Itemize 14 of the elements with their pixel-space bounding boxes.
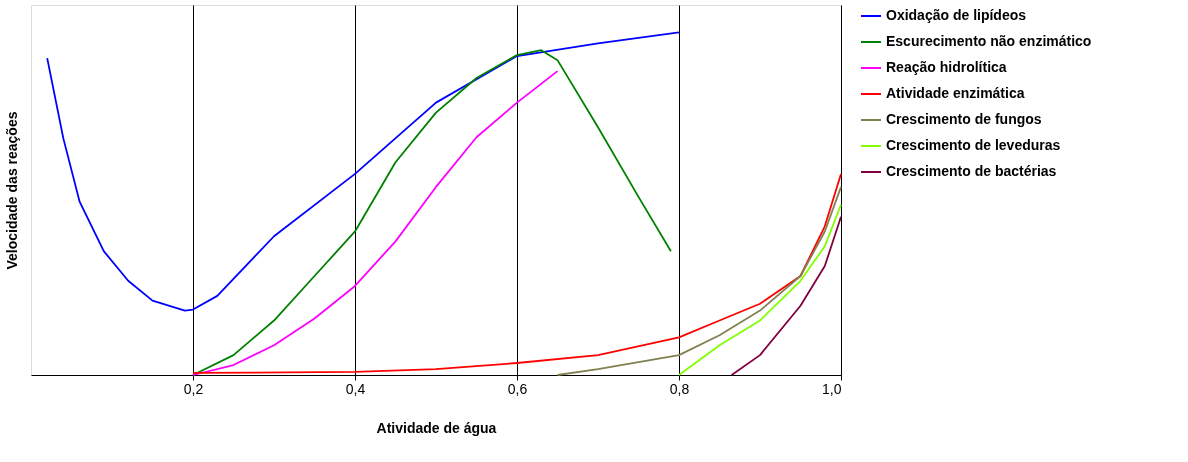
legend-label: Atividade enzimática	[886, 85, 1025, 101]
legend-label: Crescimento de fungos	[886, 111, 1042, 127]
legend-label: Oxidação de lipídeos	[886, 7, 1027, 23]
legend-label: Escurecimento não enzimático	[886, 33, 1092, 49]
x-axis-title: Atividade de água	[376, 419, 497, 436]
x-tick-label: 0,4	[345, 380, 366, 397]
x-tick-label: 0,6	[507, 380, 528, 397]
x-tick-label: 1,0	[822, 380, 842, 397]
x-tick-label: 0,8	[669, 380, 690, 397]
y-axis-title: Velocidade das reações	[3, 111, 20, 270]
x-tick-label: 0,2	[183, 380, 204, 397]
legend-label: Crescimento de leveduras	[886, 137, 1061, 153]
legend-label: Crescimento de bactérias	[886, 163, 1057, 179]
legend-label: Reação hidrolítica	[886, 59, 1007, 75]
